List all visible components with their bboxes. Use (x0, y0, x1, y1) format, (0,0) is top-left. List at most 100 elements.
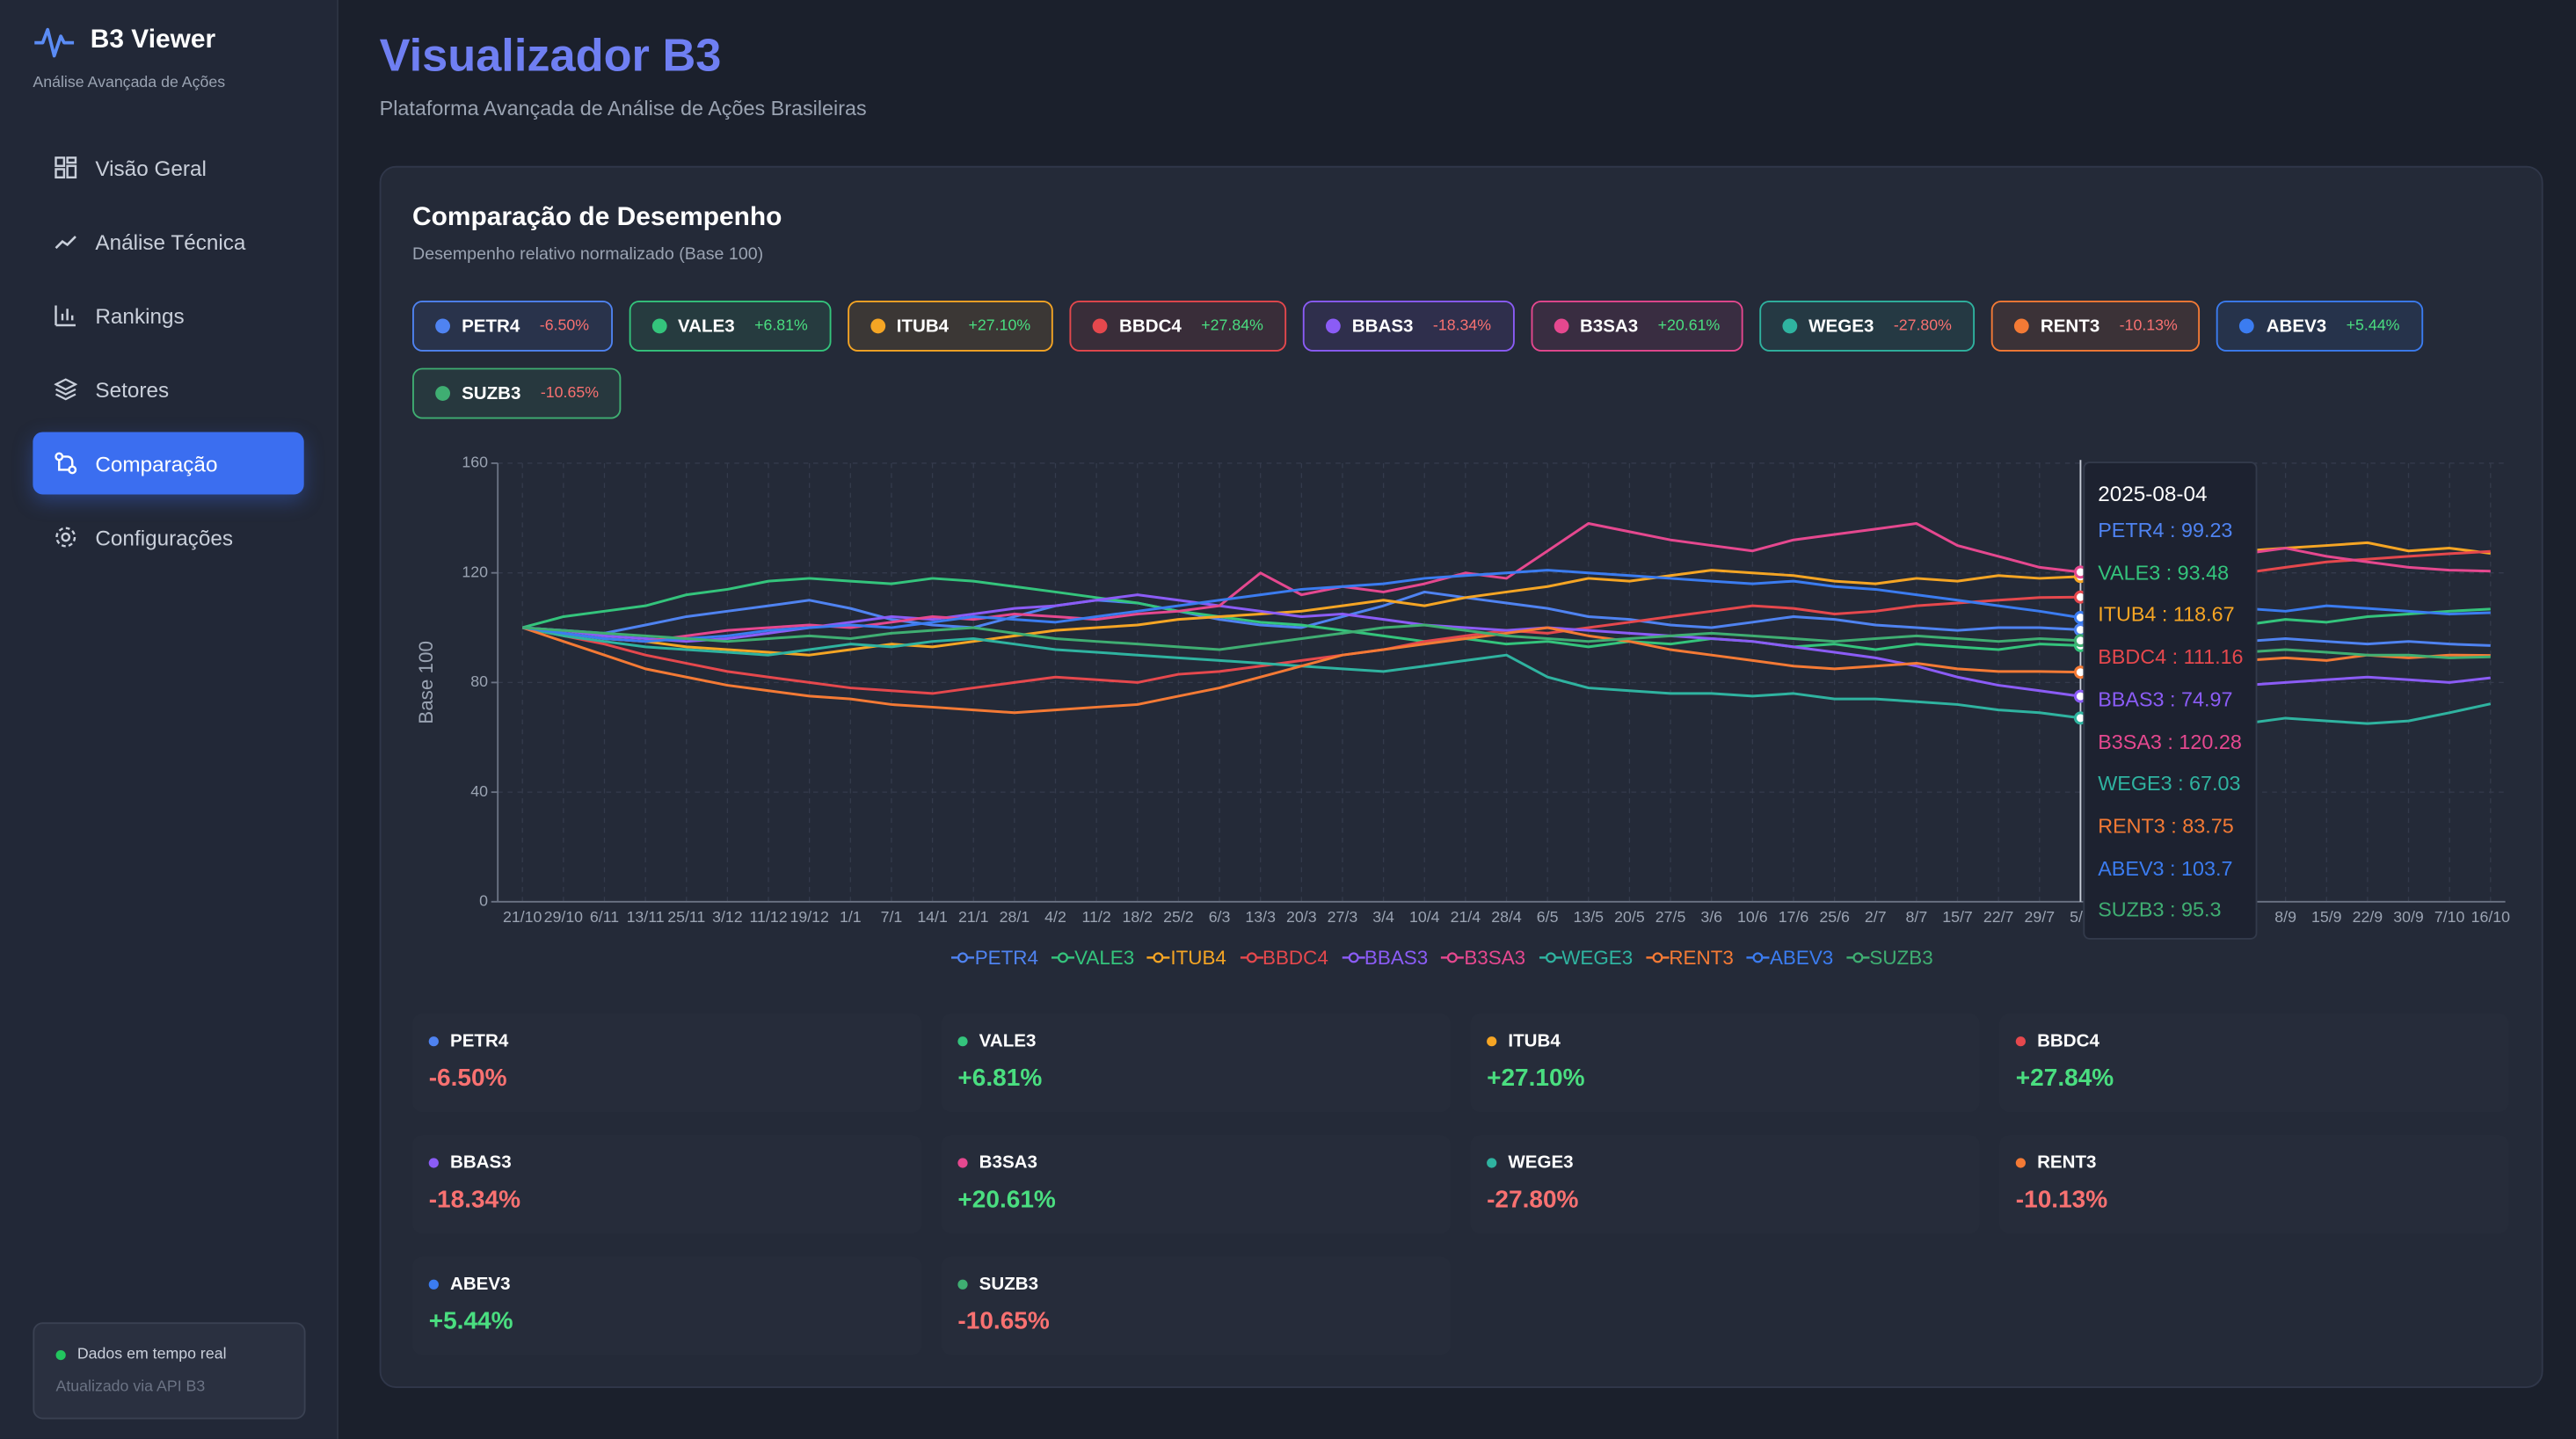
tooltip-entry: VALE3 : 93.48 (2098, 561, 2229, 584)
x-tick-label: 22/7 (1983, 908, 2014, 926)
nav-label: Configurações (95, 525, 234, 550)
tooltip-separator: : (2165, 814, 2183, 838)
tooltip-entry: BBAS3 : 74.97 (2098, 688, 2232, 711)
x-tick-label: 30/9 (2393, 908, 2424, 926)
legend-item[interactable]: ABEV3 (1746, 946, 1833, 969)
legend-item[interactable]: VALE3 (1051, 946, 1134, 969)
logo-icon (34, 27, 75, 58)
series-chip[interactable]: RENT3 -10.13% (1990, 300, 2201, 352)
chip-dot (2013, 318, 2029, 334)
nav-item[interactable]: Rankings (33, 284, 303, 346)
tooltip-value: 67.03 (2189, 772, 2241, 796)
legend-item[interactable]: PETR4 (951, 946, 1038, 969)
series-chip[interactable]: BBDC4 +27.84% (1069, 300, 1287, 352)
stat-name: BBDC4 (2037, 1031, 2099, 1051)
x-tick-label: 28/4 (1491, 908, 1522, 926)
stat-name-row: RENT3 (2015, 1153, 2096, 1173)
legend-item[interactable]: ITUB4 (1147, 946, 1226, 969)
nav-label: Análise Técnica (95, 229, 246, 254)
legend-item[interactable]: RENT3 (1646, 946, 1734, 969)
stat-name: B3SA3 (979, 1152, 1037, 1174)
series-chip[interactable]: PETR4 -6.50% (412, 300, 613, 352)
x-tick-label: 20/3 (1286, 908, 1317, 926)
nav-item[interactable]: Configurações (33, 506, 303, 569)
x-tick-label: 29/7 (2025, 908, 2056, 926)
tooltip-name: SUZB3 (2098, 898, 2165, 922)
series-chip[interactable]: B3SA3 +20.61% (1530, 300, 1743, 352)
legend-label: ITUB4 (1170, 946, 1226, 970)
card-title: Comparação de Desempenho (412, 203, 782, 232)
stat-name-row: VALE3 (957, 1031, 1036, 1051)
y-tick-label: 40 (470, 782, 488, 800)
legend-label: RENT3 (1669, 946, 1734, 970)
chip-change: +5.44% (2346, 316, 2400, 336)
series-chip[interactable]: WEGE3 -27.80% (1759, 300, 1976, 352)
x-tick-label: 22/9 (2353, 908, 2383, 926)
legend-item[interactable]: BBAS3 (1341, 946, 1428, 969)
series-chip[interactable]: BBAS3 -18.34% (1302, 300, 1515, 352)
tooltip-separator: : (2164, 856, 2182, 880)
legend-item[interactable]: SUZB3 (1846, 946, 1933, 970)
legend-icon (1341, 952, 1364, 963)
chip-change: -18.34% (1432, 316, 1492, 336)
tooltip-value: 103.7 (2181, 856, 2233, 880)
chip-change: -27.80% (1893, 316, 1952, 336)
x-tick-label: 29/10 (544, 908, 584, 926)
stat-dot (1487, 1036, 1497, 1047)
x-tick-label: 27/5 (1655, 908, 1686, 926)
stat-dot (428, 1279, 439, 1290)
x-tick-label: 21/10 (503, 908, 542, 926)
chip-dot (651, 318, 666, 334)
stat-card: ABEV3 +5.44% (412, 1256, 922, 1355)
x-tick-label: 11/2 (1082, 908, 1111, 926)
tooltip-value: 93.48 (2177, 561, 2230, 585)
x-tick-label: 6/5 (1537, 908, 1559, 926)
tooltip-name: VALE3 (2098, 561, 2161, 585)
series-chip[interactable]: VALE3 +6.81% (628, 300, 831, 352)
chip-name: ABEV3 (2266, 316, 2327, 337)
chip-name: BBAS3 (1351, 316, 1414, 337)
series-chip[interactable]: ABEV3 +5.44% (2216, 300, 2423, 352)
legend-marker (1245, 952, 1256, 963)
nav-item[interactable]: Setores (33, 358, 303, 420)
tooltip-entry: SUZB3 : 95.3 (2098, 899, 2221, 922)
series-chip[interactable]: ITUB4 +27.10% (847, 300, 1054, 352)
nav-item[interactable]: Visão Geral (33, 136, 303, 199)
nav-item[interactable]: Análise Técnica (33, 210, 303, 273)
tooltip-entry: B3SA3 : 120.28 (2098, 730, 2242, 753)
legend-icon (1239, 952, 1263, 963)
x-tick-label: 3/6 (1700, 908, 1722, 926)
x-tick-label: 8/7 (1906, 908, 1928, 926)
legend-label: SUZB3 (1869, 946, 1933, 970)
tooltip-value: 74.97 (2181, 687, 2233, 711)
x-tick-label: 27/3 (1328, 908, 1358, 926)
stat-dot (1487, 1158, 1497, 1168)
stat-card: ITUB4 +27.10% (1470, 1013, 1980, 1113)
nav-item[interactable]: Comparação (33, 432, 304, 495)
x-tick-label: 10/4 (1409, 908, 1440, 926)
stat-card: VALE3 +6.81% (941, 1013, 1451, 1113)
legend-icon (951, 952, 975, 963)
stat-card: BBAS3 -18.34% (412, 1135, 922, 1234)
tooltip-entry: ABEV3 : 103.7 (2098, 857, 2232, 880)
legend-label: B3SA3 (1464, 946, 1526, 970)
legend-item[interactable]: BBDC4 (1239, 946, 1328, 969)
series-chip[interactable]: SUZB3 -10.65% (412, 367, 622, 419)
nav-icon (55, 156, 77, 179)
chip-dot (870, 318, 885, 334)
legend-marker (1652, 952, 1663, 963)
legend-item[interactable]: B3SA3 (1441, 946, 1525, 969)
stat-name: BBAS3 (449, 1152, 512, 1174)
x-tick-label: 19/12 (790, 908, 828, 926)
tooltip-name: ITUB4 (2098, 603, 2157, 627)
tooltip-separator: : (2164, 687, 2182, 711)
legend-marker (1347, 952, 1358, 963)
legend-icon (1646, 952, 1670, 963)
legend-item[interactable]: WEGE3 (1539, 946, 1633, 969)
x-tick-label: 25/2 (1163, 908, 1194, 926)
legend-marker (1752, 952, 1764, 963)
tooltip-name: B3SA3 (2098, 730, 2162, 753)
tooltip-name: RENT3 (2098, 814, 2165, 838)
stat-name: PETR4 (449, 1031, 509, 1051)
